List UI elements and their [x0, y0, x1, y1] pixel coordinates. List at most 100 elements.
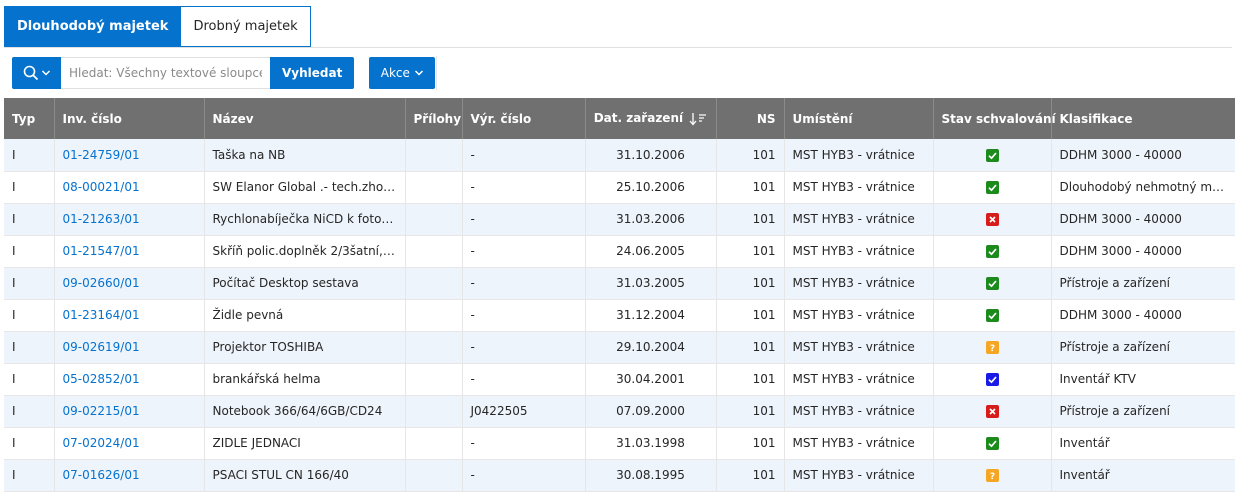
cell-stav-schvalovani — [933, 235, 1052, 268]
cell-klasifikace: Inventář KTV — [1051, 363, 1235, 396]
cell-klasifikace: Přístroje a zařízení — [1051, 331, 1235, 364]
inv-cislo-link[interactable]: 01-21547/01 — [62, 244, 140, 258]
column-header-nazev[interactable]: Název — [204, 98, 406, 139]
cell-umisteni: MST HYB3 - vrátnice — [784, 267, 934, 300]
cell-stav-schvalovani: ? — [933, 459, 1052, 492]
status-approved-icon — [985, 309, 999, 322]
table-row[interactable]: I 09-02619/01 Projektor TOSHIBA -29.10.2004… — [4, 331, 1235, 364]
cell-typ: I — [4, 427, 55, 460]
cell-typ: I — [4, 299, 55, 332]
cell-klasifikace: Inventář — [1051, 459, 1235, 492]
cell-nazev: Rychlonabíječka NiCD k fotoap.... — [204, 203, 406, 236]
search-columns-menu-button[interactable] — [12, 57, 61, 89]
cell-klasifikace: Dlouhodobý nehmotný majetek — [1051, 171, 1235, 204]
cell-prilohy — [405, 171, 463, 204]
search-button[interactable]: Vyhledat — [270, 57, 355, 89]
column-header-stav-schvalovani[interactable]: Stav schvalování — [933, 98, 1056, 139]
cell-ns: 101 — [716, 427, 785, 460]
cell-prilohy — [405, 395, 463, 428]
cell-nazev: Počítač Desktop sestava — [204, 267, 406, 300]
table-row[interactable]: I 09-02215/01 Notebook 366/64/6GB/CD24 J042… — [4, 395, 1235, 428]
status-rejected-icon — [985, 405, 999, 418]
cell-umisteni: MST HYB3 - vrátnice — [784, 363, 934, 396]
search-toolbar: Vyhledat Akce — [12, 57, 436, 89]
cell-vyr-cislo: - — [462, 363, 586, 396]
column-header-typ[interactable]: Typ — [4, 98, 55, 139]
cell-typ: I — [4, 395, 55, 428]
chevron-down-icon — [41, 70, 50, 76]
inv-cislo-link[interactable]: 01-24759/01 — [62, 147, 140, 162]
cell-ns: 101 — [716, 459, 785, 492]
column-header-dat-zarazeni[interactable]: Dat. zařazení — [585, 98, 717, 139]
cell-dat-zarazeni: 07.09.2000 — [585, 395, 717, 428]
cell-inv-cislo: 07-01626/01 — [54, 459, 205, 492]
cell-stav-schvalovani — [933, 267, 1052, 300]
status-approved-icon — [985, 148, 999, 162]
table-row[interactable]: I 01-23164/01 Židle pevná -31.12.2004 101 MST… — [4, 299, 1235, 332]
table-row[interactable]: I 08-00021/01 SW Elanor Global .- tech.zho… — [4, 171, 1235, 204]
cell-ns: 101 — [716, 139, 785, 172]
column-header-prilohy[interactable]: Přílohy — [405, 98, 463, 139]
actions-menu-button[interactable]: Akce — [369, 57, 436, 89]
cell-nazev: PSACI STUL CN 166/40 — [204, 459, 406, 492]
search-input[interactable] — [61, 57, 270, 89]
inv-cislo-link[interactable]: 01-23164/01 — [62, 308, 140, 322]
tabs-divider — [4, 47, 1232, 48]
cell-inv-cislo: 09-02619/01 — [54, 331, 205, 364]
column-header-klasifikace[interactable]: Klasifikace — [1051, 98, 1235, 139]
tab-dlouhodoby-majetek[interactable]: Dlouhodobý majetek — [4, 6, 182, 47]
column-header-vyr-cislo[interactable]: Výr. číslo — [462, 98, 586, 139]
cell-ns: 101 — [716, 395, 785, 428]
inv-cislo-link[interactable]: 07-01626/01 — [62, 468, 140, 482]
cell-prilohy — [405, 363, 463, 396]
table-row[interactable]: I 01-21547/01 Skříň polic.doplněk 2/3šatní… — [4, 235, 1235, 268]
cell-inv-cislo: 01-21547/01 — [54, 235, 205, 268]
table-row[interactable]: I 01-24759/01 Taška na NB -31.10.2006 101 MST… — [4, 139, 1235, 172]
cell-inv-cislo: 08-00021/01 — [54, 171, 205, 204]
inv-cislo-link[interactable]: 01-21263/01 — [62, 212, 140, 226]
cell-typ: I — [4, 139, 55, 172]
column-header-ns[interactable]: NS — [716, 98, 785, 139]
cell-vyr-cislo: - — [462, 427, 586, 460]
inv-cislo-link[interactable]: 08-00021/01 — [62, 180, 140, 194]
cell-stav-schvalovani — [933, 395, 1052, 428]
column-header-umisteni[interactable]: Umístění — [784, 98, 934, 139]
cell-umisteni: MST HYB3 - vrátnice — [784, 331, 934, 364]
table-row[interactable]: I 09-02660/01 Počítač Desktop sestava -31.0… — [4, 267, 1235, 300]
table-header-row: Typ Inv. číslo Název Přílohy Výr. číslo … — [4, 98, 1235, 139]
inv-cislo-link[interactable]: 07-02024/01 — [62, 436, 140, 450]
cell-nazev: Notebook 366/64/6GB/CD24 — [204, 395, 406, 428]
inv-cislo-link[interactable]: 05-02852/01 — [62, 372, 140, 386]
cell-typ: I — [4, 363, 55, 396]
table-row[interactable]: I 07-02024/01 ZIDLE JEDNACI -31.03.1998 101 M… — [4, 427, 1235, 460]
cell-stav-schvalovani — [933, 171, 1052, 204]
cell-nazev: ZIDLE JEDNACI — [204, 427, 406, 460]
table-row[interactable]: I 05-02852/01 brankářská helma -30.04.2001 1… — [4, 363, 1235, 396]
cell-dat-zarazeni: 30.08.1995 — [585, 459, 717, 492]
cell-vyr-cislo: - — [462, 235, 586, 268]
cell-inv-cislo: 09-02660/01 — [54, 267, 205, 300]
cell-prilohy — [405, 267, 463, 300]
cell-typ: I — [4, 331, 55, 364]
column-header-inv-cislo[interactable]: Inv. číslo — [54, 98, 205, 139]
cell-vyr-cislo: - — [462, 459, 586, 492]
cell-dat-zarazeni: 31.10.2006 — [585, 139, 717, 172]
inv-cislo-link[interactable]: 09-02215/01 — [62, 404, 140, 418]
cell-typ: I — [4, 171, 55, 204]
cell-klasifikace: Inventář — [1051, 427, 1235, 460]
cell-ns: 101 — [716, 267, 785, 300]
tab-drobny-majetek[interactable]: Drobný majetek — [181, 6, 311, 47]
cell-nazev: SW Elanor Global .- tech.zhodno... — [204, 171, 406, 204]
inv-cislo-link[interactable]: 09-02619/01 — [62, 340, 140, 354]
cell-vyr-cislo: - — [462, 203, 586, 236]
table-row[interactable]: I 01-21263/01 Rychlonabíječka NiCD k fotoa… — [4, 203, 1235, 236]
cell-prilohy — [405, 427, 463, 460]
cell-inv-cislo: 01-21263/01 — [54, 203, 205, 236]
cell-vyr-cislo: - — [462, 171, 586, 204]
table-row[interactable]: I 07-01626/01 PSACI STUL CN 166/40 -30.08.1… — [4, 459, 1235, 492]
cell-vyr-cislo: - — [462, 331, 586, 364]
cell-stav-schvalovani: ? — [933, 331, 1052, 364]
cell-dat-zarazeni: 31.03.2005 — [585, 267, 717, 300]
cell-ns: 101 — [716, 203, 785, 236]
inv-cislo-link[interactable]: 09-02660/01 — [62, 276, 140, 290]
